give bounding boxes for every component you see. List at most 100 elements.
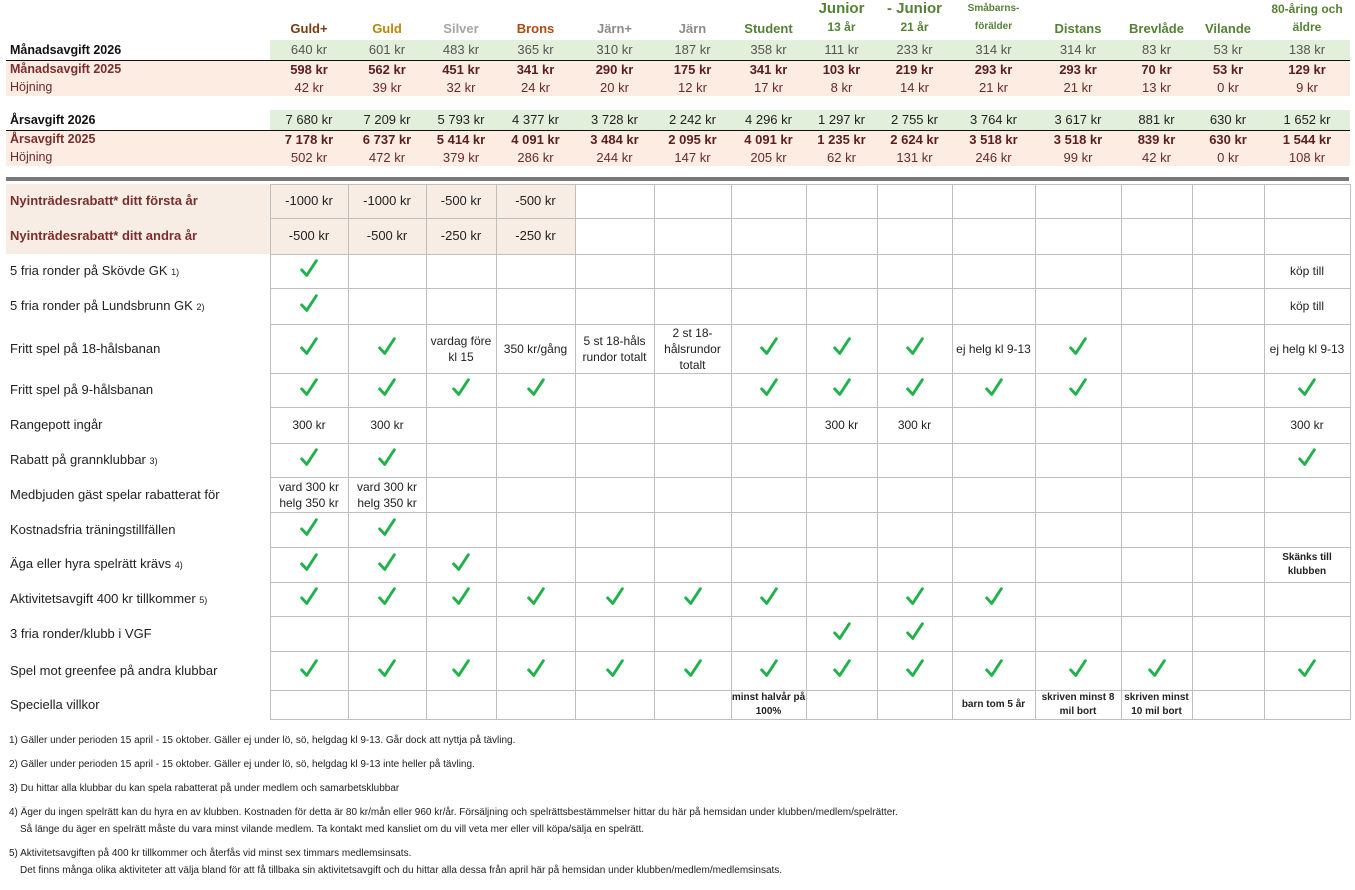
benefit-cell — [1034, 183, 1122, 219]
fee-value: 7 209 kr — [348, 110, 426, 131]
fee-value: 0 kr — [1192, 78, 1264, 96]
membership-header: Junior 13 år — [806, 0, 877, 40]
benefit-label-text: 5 fria ronder på Lundsbrunn GK — [10, 297, 193, 313]
benefit-cell-text: vard 300 kr helg 350 kr — [278, 479, 340, 510]
fee-value: 1 297 kr — [806, 110, 877, 131]
benefit-cell — [951, 442, 1036, 478]
fee-value: 1 235 kr — [806, 130, 877, 148]
checkmark-icon — [904, 377, 926, 399]
benefit-label: Äga eller hyra spelrätt krävs 4) — [6, 547, 270, 582]
benefit-cell — [876, 546, 953, 583]
benefit-cell — [1263, 442, 1351, 478]
benefit-cell — [1034, 217, 1122, 255]
fee-table: Guld+ Guld Silver Brons Järn+ Järn Student Juni… — [6, 0, 1350, 166]
checkmark-icon — [298, 258, 320, 280]
benefit-cell — [269, 442, 349, 478]
benefit-cell — [269, 253, 349, 289]
benefit-cell — [1191, 217, 1265, 255]
fee-value: 219 kr — [877, 60, 952, 78]
benefit-label-text: Rangepott ingår — [10, 417, 103, 432]
benefit-cell — [951, 615, 1036, 652]
membership-header: 80-åring och äldre — [1264, 0, 1350, 40]
benefit-cell — [876, 689, 953, 720]
benefit-cell — [495, 406, 576, 444]
benefit-cell-text: -500 kr — [515, 193, 556, 208]
benefit-label-text: Nyinträdesrabatt* ditt första år — [10, 193, 198, 208]
checkmark-icon — [450, 552, 472, 574]
footnote: Det finns många olika aktiviteter att vä… — [20, 865, 783, 876]
checkmark-icon — [983, 586, 1005, 608]
benefit-cell-text: -250 kr — [515, 228, 556, 243]
checkmark-icon — [758, 336, 780, 358]
benefit-cell — [805, 581, 878, 617]
checkmark-icon — [1146, 658, 1168, 680]
fee-value: 39 kr — [348, 78, 426, 96]
fee-value: 175 kr — [654, 60, 731, 78]
membership-name: Järn+ — [596, 21, 633, 36]
benefit-cell — [495, 476, 576, 513]
benefit-cell — [269, 546, 349, 583]
checkmark-icon — [298, 517, 320, 539]
benefit-cell — [1191, 650, 1265, 691]
benefit-cell — [730, 287, 807, 325]
benefit-label-text: 5 fria ronder på Skövde GK — [10, 262, 168, 278]
benefit-cell: vardag före kl 15 — [425, 323, 497, 374]
benefit-cell — [1191, 442, 1265, 478]
membership-name: Guld+ — [290, 21, 328, 36]
membership-header: - Junior 21 år — [877, 0, 952, 40]
fee-row-monthly-2025: Månadsavgift 2025 598 kr 562 kr 451 kr 341 k… — [6, 60, 1350, 78]
benefit-cell — [347, 323, 427, 374]
benefit-cell — [805, 650, 878, 691]
benefit-cell — [425, 650, 497, 691]
fee-row-monthly-increase: Höjning 42 kr 39 kr 32 kr 24 kr 20 kr 12 kr 17 … — [6, 78, 1350, 96]
fee-value: 483 kr — [426, 40, 496, 61]
benefit-cell — [805, 615, 878, 652]
benefit-cell — [1263, 511, 1351, 548]
membership-header: Brons — [496, 0, 575, 40]
benefit-cell — [951, 287, 1036, 325]
benefit-label-text: Fritt spel på 9-hålsbanan — [10, 382, 154, 397]
benefit-cell — [876, 476, 953, 513]
checkmark-icon — [376, 586, 398, 608]
benefit-cell — [495, 372, 576, 408]
benefit-cell-text: ej helg kl 9-13 — [956, 341, 1031, 356]
benefit-cell — [574, 183, 655, 219]
footnote: 1) Gäller under perioden 15 april - 15 o… — [9, 735, 516, 746]
benefit-cell-text: skriven minst 8 mil bort — [1041, 691, 1115, 717]
checkmark-icon — [831, 336, 853, 358]
benefit-cell — [574, 615, 655, 652]
benefit-cell — [1120, 372, 1193, 408]
benefit-label: 5 fria ronder på Lundsbrunn GK 2) — [6, 288, 270, 324]
checkmark-icon — [682, 586, 704, 608]
checkmark-icon — [298, 377, 320, 399]
benefit-cell — [1120, 650, 1193, 691]
benefit-cell — [347, 511, 427, 548]
benefit-row: Rangepott ingår 300 kr 300 kr 300 kr 300 kr 3… — [6, 406, 1351, 444]
benefit-cell — [653, 253, 732, 289]
membership-name: Järn — [678, 21, 707, 36]
fee-value: 1 544 kr — [1264, 130, 1350, 148]
benefit-cell — [805, 217, 878, 255]
fee-value: 4 091 kr — [731, 130, 806, 148]
footnote-ref: 2) — [196, 301, 205, 312]
benefit-cell-text: barn tom 5 år — [961, 698, 1026, 710]
benefit-cell — [1034, 615, 1122, 652]
benefit-cell — [269, 372, 349, 408]
checkmark-icon — [904, 658, 926, 680]
checkmark-icon — [904, 586, 926, 608]
benefit-cell: minst halvår på 100% — [730, 689, 807, 720]
benefit-label: Fritt spel på 18-hålsbanan — [6, 324, 270, 373]
checkmark-icon — [1067, 658, 1089, 680]
fee-value: 3 617 kr — [1035, 110, 1121, 131]
fee-value: 0 kr — [1192, 148, 1264, 166]
benefit-cell-text: köp till — [1289, 299, 1324, 313]
benefit-cell — [876, 615, 953, 652]
fee-value: 290 kr — [575, 60, 654, 78]
benefit-cell — [876, 183, 953, 219]
benefit-cell — [347, 253, 427, 289]
benefit-cell — [805, 253, 878, 289]
checkmark-icon — [525, 377, 547, 399]
fee-value: 7 680 kr — [270, 110, 348, 131]
checkmark-icon — [450, 658, 472, 680]
fee-row-label: Årsavgift 2026 — [6, 110, 270, 131]
